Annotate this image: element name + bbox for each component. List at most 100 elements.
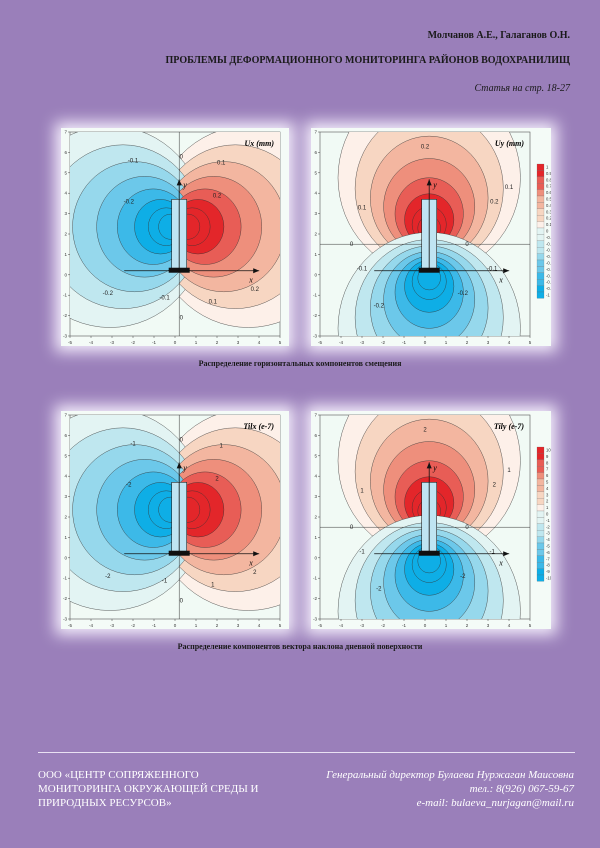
y-tick-label: 6	[64, 433, 67, 438]
contour-label: 0	[180, 155, 184, 161]
x-tick-label: -2	[131, 340, 135, 345]
contour-label: -0.2	[458, 291, 469, 297]
x-tick-label: -1	[152, 623, 156, 628]
y-axis-label: y	[182, 463, 187, 472]
y-tick-label: -2	[63, 313, 67, 318]
contour-label: 0.2	[421, 144, 430, 150]
org-line-1: ООО «ЦЕНТР СОПРЯЖЕННОГО	[38, 769, 199, 781]
footer-divider	[38, 752, 575, 753]
colorbar-label: -5	[546, 544, 550, 549]
y-tick-label: -2	[313, 596, 317, 601]
colorbar-swatch	[536, 517, 545, 524]
contour-label: 2	[423, 427, 427, 433]
colorbar-label: 0.7	[546, 184, 551, 189]
y-tick-label: 2	[64, 232, 67, 237]
x-axis-arrowhead	[503, 268, 510, 274]
x-tick-label: 4	[258, 623, 261, 628]
x-tick-label: 0	[424, 340, 427, 345]
y-tick-label: 4	[314, 191, 317, 196]
colorbar-swatch	[536, 542, 545, 550]
y-tick-label: 5	[64, 453, 67, 458]
colorbar-label: -8	[546, 563, 550, 568]
colorbar-swatch	[536, 183, 545, 190]
figure-ux: -0.1 -0.1 -0.2 -0.2 0 0 0.1 0.1 0.2 0.2 x y Ux (mm) -…	[61, 128, 289, 346]
y-tick-label: 0	[64, 272, 67, 277]
colorbar-label: 8	[546, 460, 549, 465]
colorbar-label: -0.8	[546, 280, 551, 285]
x-tick-label: -3	[360, 623, 364, 628]
colorbar-label: -0.7	[546, 273, 551, 278]
colorbar-swatch	[536, 472, 545, 480]
colorbar-swatch	[536, 574, 545, 582]
x-tick-label: -3	[360, 340, 364, 345]
figure-tily: 2 2 1 1 0 0 -1 -1 -2 -2 x y Tily (e-7) -5 -4 -3 -2 -1 0 1 2 3…	[311, 411, 551, 629]
caption-tilt: Распределение компонентов вектора наклон…	[177, 642, 423, 651]
author-line: Молчанов А.Е., Галаганов О.Н.	[427, 30, 570, 41]
colorbar-label: -0.6	[546, 267, 551, 272]
y-tick-label: 2	[314, 515, 317, 520]
x-axis-label: x	[498, 276, 503, 285]
y-axis-label: y	[432, 463, 437, 472]
x-tick-label: -1	[402, 340, 406, 345]
phone-line: тел.: 8(926) 067-59-67	[469, 783, 574, 795]
x-axis-arrowhead	[503, 551, 510, 557]
y-tick-label: 4	[64, 191, 67, 196]
contour-label: -0.1	[487, 267, 498, 273]
x-tick-label: 1	[445, 340, 448, 345]
y-tick-label: 1	[314, 252, 317, 257]
colorbar-swatch	[536, 466, 545, 473]
contour-label: 1	[220, 444, 224, 450]
y-tick-label: -2	[313, 313, 317, 318]
x-tick-label: 0	[174, 340, 177, 345]
contour-label: -0.1	[159, 295, 170, 301]
y-tick-label: -3	[63, 334, 67, 339]
colorbar-swatch	[536, 272, 545, 280]
colorbar-swatch	[536, 291, 545, 299]
colorbar-label: 0.2	[546, 216, 551, 221]
y-tick-label: 0	[314, 555, 317, 560]
x-tick-label: -5	[68, 623, 72, 628]
colorbar-label: 2	[546, 499, 549, 504]
contour-label: -0.2	[103, 291, 114, 297]
email-line[interactable]: e-mail: bulaeva_nurjagan@mail.ru	[416, 797, 574, 809]
y-tick-label: 5	[64, 170, 67, 175]
x-tick-label: 1	[445, 623, 448, 628]
colorbar-swatch	[536, 247, 545, 254]
y-tick-label: 7	[64, 413, 67, 418]
colorbar-swatch	[536, 555, 545, 563]
x-tick-label: -5	[318, 623, 322, 628]
x-tick-label: -2	[381, 623, 385, 628]
colorbar-label: -0.5	[546, 261, 551, 266]
y-tick-label: 5	[314, 453, 317, 458]
colorbar-swatch	[536, 523, 545, 531]
x-tick-label: 1	[195, 623, 198, 628]
colorbar-swatch	[536, 234, 545, 241]
colorbar-swatch	[536, 253, 545, 261]
contour-label: 0.1	[358, 206, 367, 212]
y-tick-label: -1	[313, 293, 317, 298]
y-tick-label: 7	[314, 413, 317, 418]
y-axis-label: y	[432, 180, 437, 189]
y-tick-label: 4	[314, 474, 317, 479]
contour-label: 0	[350, 242, 354, 248]
x-axis-arrowhead	[253, 268, 260, 274]
x-tick-label: 2	[216, 340, 219, 345]
colorbar-swatch	[536, 568, 545, 576]
contour-label: 1	[507, 468, 511, 474]
y-tick-label: 6	[314, 433, 317, 438]
contour-label: 0.2	[490, 199, 499, 205]
colorbar-label: 0.1	[546, 222, 551, 227]
colorbar-label: -2	[546, 524, 550, 529]
colorbar-swatch	[536, 478, 545, 486]
x-tick-label: -5	[68, 340, 72, 345]
contour-label: 1	[360, 489, 364, 495]
x-tick-label: -2	[131, 623, 135, 628]
y-tick-label: 1	[314, 535, 317, 540]
colorbar-label: 9	[546, 454, 549, 459]
x-tick-label: -2	[381, 340, 385, 345]
colorbar-swatch	[536, 446, 545, 454]
contour-label: -0.2	[124, 199, 135, 205]
colorbar-swatch	[536, 176, 545, 184]
panel-label: Ux (mm)	[244, 139, 274, 148]
